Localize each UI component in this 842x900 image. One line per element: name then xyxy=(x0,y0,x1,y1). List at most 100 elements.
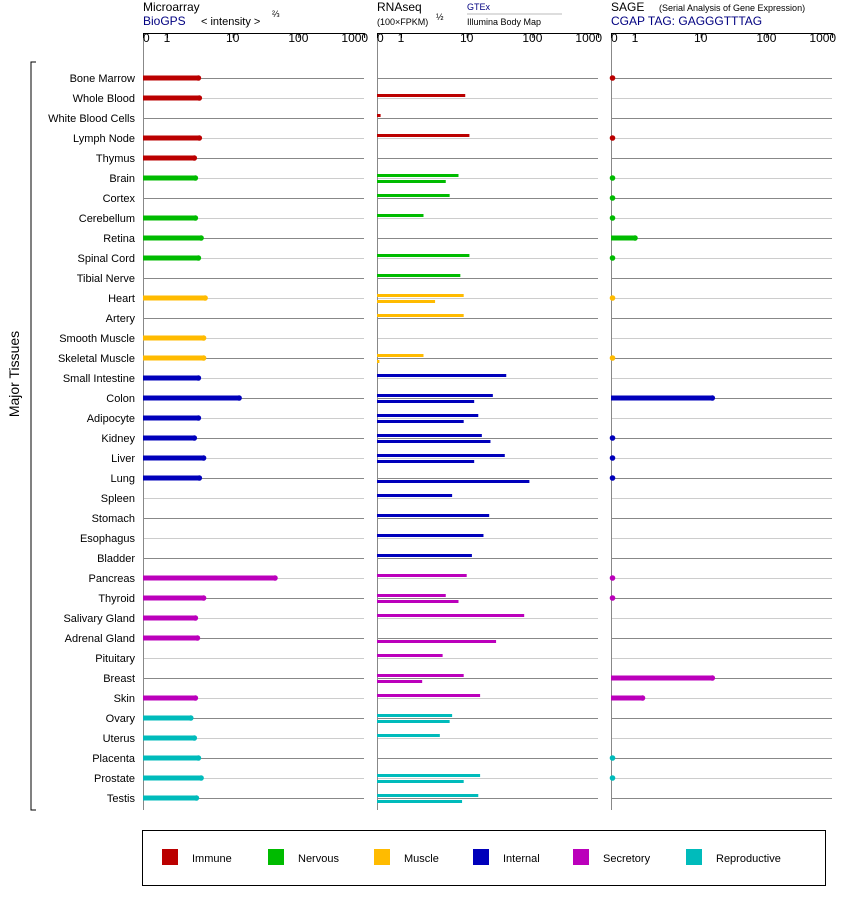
tissue-label: Brain xyxy=(109,173,135,185)
bar-gtex xyxy=(377,494,453,497)
bar-gtex xyxy=(377,734,440,737)
tissue-label: Pancreas xyxy=(89,573,136,585)
tissue-label: White Blood Cells xyxy=(48,113,135,125)
legend-items: Immune Nervous Muscle Internal Secretory Repr… xyxy=(162,849,781,865)
tissue-label: Heart xyxy=(108,293,135,305)
panels: 0 1 10 100 1000 0 1 10 100 1000 0 1 10 100 1000 xyxy=(143,31,836,810)
bar-sage-cap xyxy=(609,295,616,301)
legend-swatch xyxy=(162,849,178,865)
tissue-label: Prostate xyxy=(94,773,135,785)
bar-sage xyxy=(611,395,713,401)
bar-illumina xyxy=(377,400,475,403)
bar-microarray xyxy=(143,155,195,161)
bar-sage-cap xyxy=(609,255,616,261)
bar-gtex xyxy=(377,194,450,197)
rnaseq-source-gtex: GTEx xyxy=(467,2,491,12)
bar-sage-cap xyxy=(609,755,616,761)
rnaseq-header: RNAseq (100×FPKM) ½ GTEx Illumina Body M… xyxy=(377,0,562,27)
bar-microarray-cap xyxy=(196,475,203,481)
rnaseq-source-illumina: Illumina Body Map xyxy=(467,17,541,27)
bar-microarray xyxy=(143,755,199,761)
bar-illumina xyxy=(377,800,463,803)
legend-swatch xyxy=(573,849,589,865)
bar-microarray-cap xyxy=(196,95,203,101)
bar-microarray xyxy=(143,75,199,81)
tissue-label: Adipocyte xyxy=(87,413,135,425)
sage-title: SAGE xyxy=(611,0,644,14)
tissue-label: Small Intestine xyxy=(63,373,135,385)
bar-microarray-cap xyxy=(196,135,203,141)
bar-gtex xyxy=(377,674,464,677)
tissue-label: Kidney xyxy=(101,433,135,445)
bar-gtex xyxy=(377,514,490,517)
bar-microarray xyxy=(143,635,198,641)
tissue-label: Bladder xyxy=(97,553,135,565)
bar-microarray xyxy=(143,215,196,221)
tissue-label: Thymus xyxy=(96,153,136,165)
bar-microarray-cap xyxy=(187,715,194,721)
tissue-label: Skin xyxy=(114,693,135,705)
bar-gtex xyxy=(377,274,461,277)
tissue-label: Spleen xyxy=(101,493,135,505)
bar-illumina xyxy=(377,720,450,723)
microarray-exponent: ⅔ xyxy=(272,9,280,19)
bar-microarray-cap xyxy=(200,335,207,341)
bar-microarray xyxy=(143,615,196,621)
tissue-label: Cerebellum xyxy=(79,213,135,225)
bar-microarray xyxy=(143,435,195,441)
bar-sage-cap xyxy=(639,695,646,701)
bar-gtex xyxy=(377,454,505,457)
sage-tag: CGAP TAG: GAGGGTTTAG xyxy=(611,14,762,28)
bar-gtex xyxy=(377,134,470,137)
tissue-label: Breast xyxy=(103,673,135,685)
bar-gtex xyxy=(377,774,481,777)
bar-microarray xyxy=(143,735,195,741)
bar-microarray-cap xyxy=(191,435,198,441)
tissue-label: Ovary xyxy=(106,713,136,725)
tissue-label: Stomach xyxy=(92,513,135,525)
bar-microarray xyxy=(143,715,191,721)
bar-sage-cap xyxy=(609,475,616,481)
microarray-source: BioGPS xyxy=(143,14,186,28)
bar-microarray xyxy=(143,775,202,781)
tissue-label: Testis xyxy=(107,793,136,805)
bar-gtex xyxy=(377,414,479,417)
bar-gtex xyxy=(377,174,459,177)
bar-sage-cap xyxy=(609,215,616,221)
bar-microarray-cap xyxy=(200,595,207,601)
bar-microarray-cap xyxy=(200,355,207,361)
bar-microarray-cap xyxy=(192,695,199,701)
tissue-label: Whole Blood xyxy=(73,93,135,105)
bar-sage-cap xyxy=(609,595,616,601)
bar-microarray xyxy=(143,95,200,101)
rnaseq-title: RNAseq xyxy=(377,0,422,14)
legend: Immune Nervous Muscle Internal Secretory Repr… xyxy=(142,830,826,886)
legend-swatch xyxy=(473,849,489,865)
bar-microarray-cap xyxy=(195,415,202,421)
bar-microarray xyxy=(143,235,202,241)
bar-gtex xyxy=(377,114,381,117)
x-tick-label: 0 xyxy=(377,31,384,45)
tissue-label: Colon xyxy=(106,393,135,405)
bar-microarray-cap xyxy=(198,775,204,781)
bar-microarray-cap xyxy=(194,635,201,641)
bar-illumina xyxy=(377,420,464,423)
tissue-label: Tibial Nerve xyxy=(77,273,135,285)
legend-swatch xyxy=(268,849,284,865)
rnaseq-unit: (100×FPKM) xyxy=(377,17,428,27)
bar-microarray xyxy=(143,335,204,341)
x-tick-label: 100 xyxy=(522,31,542,45)
x-tick-label: 1 xyxy=(398,31,405,45)
y-group: Major Tissues xyxy=(6,61,36,811)
legend-swatch xyxy=(374,849,390,865)
bar-microarray xyxy=(143,795,197,801)
bar-microarray-cap xyxy=(195,75,202,81)
bar-sage-cap xyxy=(609,175,616,181)
bar-gtex xyxy=(377,614,525,617)
tissue-label: Liver xyxy=(111,453,135,465)
bar-sage-cap xyxy=(609,575,616,581)
bar-microarray xyxy=(143,135,200,141)
bar-illumina xyxy=(377,180,446,183)
panel-microarray: 0 1 10 100 1000 xyxy=(143,31,368,810)
